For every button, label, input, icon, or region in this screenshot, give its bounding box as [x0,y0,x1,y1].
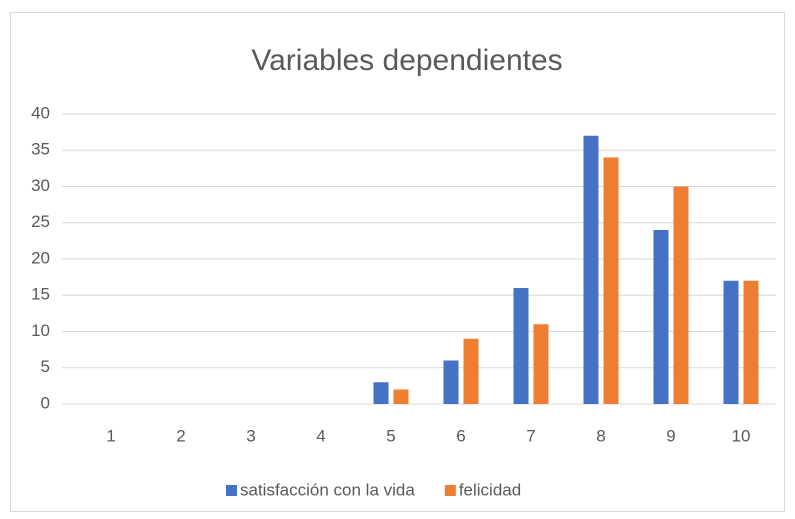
y-tick-label: 40 [31,103,50,122]
bar [673,186,689,404]
legend-swatch [444,485,456,496]
bar [583,135,599,404]
x-tick-label: 8 [596,426,605,445]
legend-label: felicidad [459,480,521,499]
x-tick-label: 2 [176,426,185,445]
bar [443,360,459,404]
y-tick-label: 30 [31,176,50,195]
bar [393,389,409,404]
bar [603,157,619,404]
x-tick-label: 10 [732,426,751,445]
x-tick-label: 3 [246,426,255,445]
x-tick-label: 9 [666,426,675,445]
y-tick-label: 5 [41,357,50,376]
x-tick-label: 7 [526,426,535,445]
y-tick-label: 20 [31,248,50,267]
x-tick-label: 4 [316,426,325,445]
y-tick-label: 0 [41,393,50,412]
chart-title: Variables dependientes [251,44,562,77]
bar [373,382,389,404]
y-tick-label: 15 [31,285,50,304]
y-tick-label: 25 [31,212,50,231]
x-tick-label: 1 [106,426,115,445]
bar [513,288,529,404]
y-tick-label: 35 [31,140,50,159]
bar [533,324,549,404]
bar [653,230,669,404]
bar [463,338,479,404]
legend-swatch [226,485,237,496]
x-tick-label: 6 [456,426,465,445]
bar [743,280,759,404]
legend-label: satisfacción con la vida [240,480,415,499]
bar [723,280,739,404]
x-tick-label: 5 [386,426,395,445]
y-tick-label: 10 [31,321,50,340]
